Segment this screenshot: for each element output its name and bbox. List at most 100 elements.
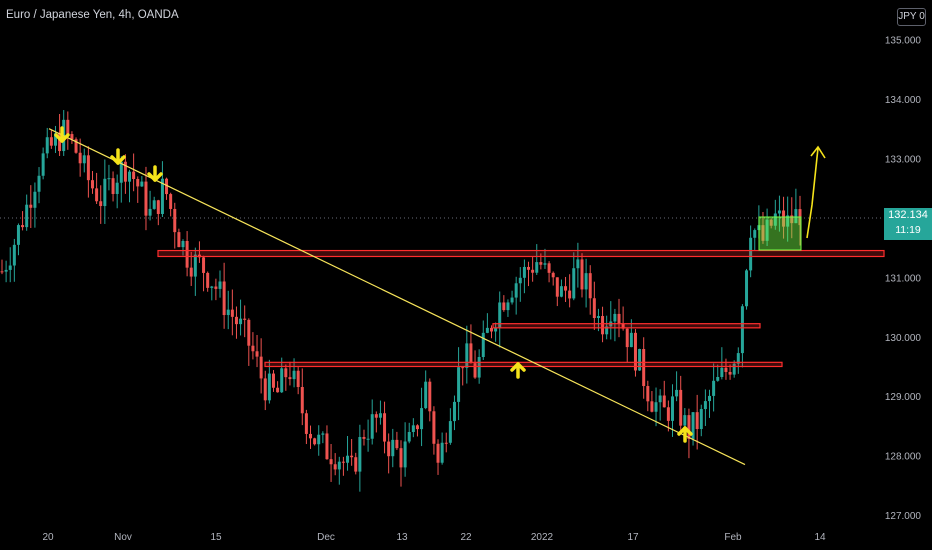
candle-body xyxy=(424,381,428,409)
candle-body xyxy=(300,387,304,414)
candle-body xyxy=(765,219,769,241)
candle-body xyxy=(736,353,740,364)
candle-body xyxy=(123,161,127,182)
candle-body xyxy=(325,433,329,460)
candle-body xyxy=(103,178,107,207)
candle-body xyxy=(185,240,189,268)
candle-body xyxy=(370,414,374,439)
candle-body xyxy=(288,377,292,380)
projection-arrow-line[interactable] xyxy=(806,147,819,239)
candle-body xyxy=(436,443,440,463)
candle-body xyxy=(703,401,707,410)
sr-zone[interactable] xyxy=(264,361,783,368)
candle-body xyxy=(670,396,674,421)
candle-body xyxy=(156,200,160,214)
candle-body xyxy=(107,178,111,180)
candle-body xyxy=(276,387,280,393)
last-price-tag: 132.134 11:19 xyxy=(884,208,932,240)
candle-body xyxy=(0,271,4,273)
candle-body xyxy=(181,240,185,248)
candle-body xyxy=(584,273,588,290)
trendline[interactable] xyxy=(48,128,746,466)
candle-body xyxy=(152,200,156,209)
annotations-layer xyxy=(48,126,826,466)
candle-body xyxy=(234,316,238,325)
arrow-head xyxy=(54,133,70,143)
candle-body xyxy=(522,266,526,278)
candle-body xyxy=(638,349,642,371)
candle-body xyxy=(506,302,510,311)
price-axis[interactable]: 127.000128.000129.000130.000131.000132.0… xyxy=(885,35,922,522)
candle-body xyxy=(251,345,255,352)
candle-body xyxy=(284,368,288,378)
candle-body xyxy=(740,306,744,354)
candle-body xyxy=(111,178,115,194)
candle-body xyxy=(440,442,444,463)
candle-body xyxy=(773,213,777,226)
candle-body xyxy=(358,437,362,472)
candle-body xyxy=(679,389,683,426)
candle-body xyxy=(683,415,687,426)
candle-body xyxy=(378,413,382,418)
candle-body xyxy=(25,204,29,228)
candle-body xyxy=(428,381,432,412)
candle-body xyxy=(415,425,419,430)
candle-body xyxy=(317,434,321,445)
candle-body xyxy=(564,286,568,291)
candle-body xyxy=(646,386,650,402)
symbol-title[interactable]: Euro / Japanese Yen, 4h, OANDA xyxy=(6,9,179,21)
candle-body xyxy=(218,281,222,289)
candle-body xyxy=(728,371,732,375)
candle-body xyxy=(321,433,325,435)
candle-body xyxy=(341,461,345,463)
candle-body xyxy=(539,262,543,265)
candle-body xyxy=(144,181,148,216)
candle-body xyxy=(128,171,132,182)
time-tick-label: 2022 xyxy=(531,532,554,543)
candle-body xyxy=(16,225,20,245)
candle-body xyxy=(457,367,461,402)
candle-body xyxy=(749,237,753,271)
time-tick-label: 14 xyxy=(814,532,826,543)
price-tick-label: 129.000 xyxy=(885,392,922,403)
candle-body xyxy=(78,152,82,164)
candle-body xyxy=(21,225,25,228)
sr-zone[interactable] xyxy=(492,323,761,329)
candle-body xyxy=(41,153,45,176)
candle-body xyxy=(720,367,724,377)
candle-body xyxy=(271,373,275,388)
time-axis[interactable]: 20 Nov 15 Dec 13 22 2022 17 Feb 14 xyxy=(42,532,826,543)
candles-layer xyxy=(0,110,802,492)
candle-body xyxy=(169,194,173,209)
candle-body xyxy=(547,263,551,273)
candle-body xyxy=(136,178,140,187)
candle-body xyxy=(518,277,522,284)
candle-body xyxy=(66,119,70,135)
projection-arrow-head xyxy=(810,145,826,159)
candle-body xyxy=(313,438,317,445)
candle-body xyxy=(366,438,370,440)
candle-body xyxy=(45,137,49,154)
candle-body xyxy=(629,332,633,348)
consolidation-box[interactable] xyxy=(758,216,802,251)
time-tick-label: Dec xyxy=(317,532,335,543)
sr-zone[interactable] xyxy=(157,249,885,258)
price-tick-label: 130.000 xyxy=(885,333,922,344)
candle-body xyxy=(86,155,90,181)
candle-body xyxy=(296,370,300,388)
candle-body xyxy=(309,433,313,439)
candle-body xyxy=(485,327,489,333)
candle-body xyxy=(395,439,399,449)
candle-body xyxy=(177,232,181,248)
price-tick-label: 131.000 xyxy=(885,273,922,284)
candle-body xyxy=(617,313,621,324)
price-tick-label: 134.000 xyxy=(885,95,922,106)
candle-body xyxy=(601,316,605,335)
candle-body xyxy=(494,327,498,332)
currency-badge[interactable]: JPY 0 xyxy=(897,8,926,26)
candle-body xyxy=(691,412,695,439)
candle-body xyxy=(383,413,387,442)
candle-body xyxy=(498,302,502,328)
